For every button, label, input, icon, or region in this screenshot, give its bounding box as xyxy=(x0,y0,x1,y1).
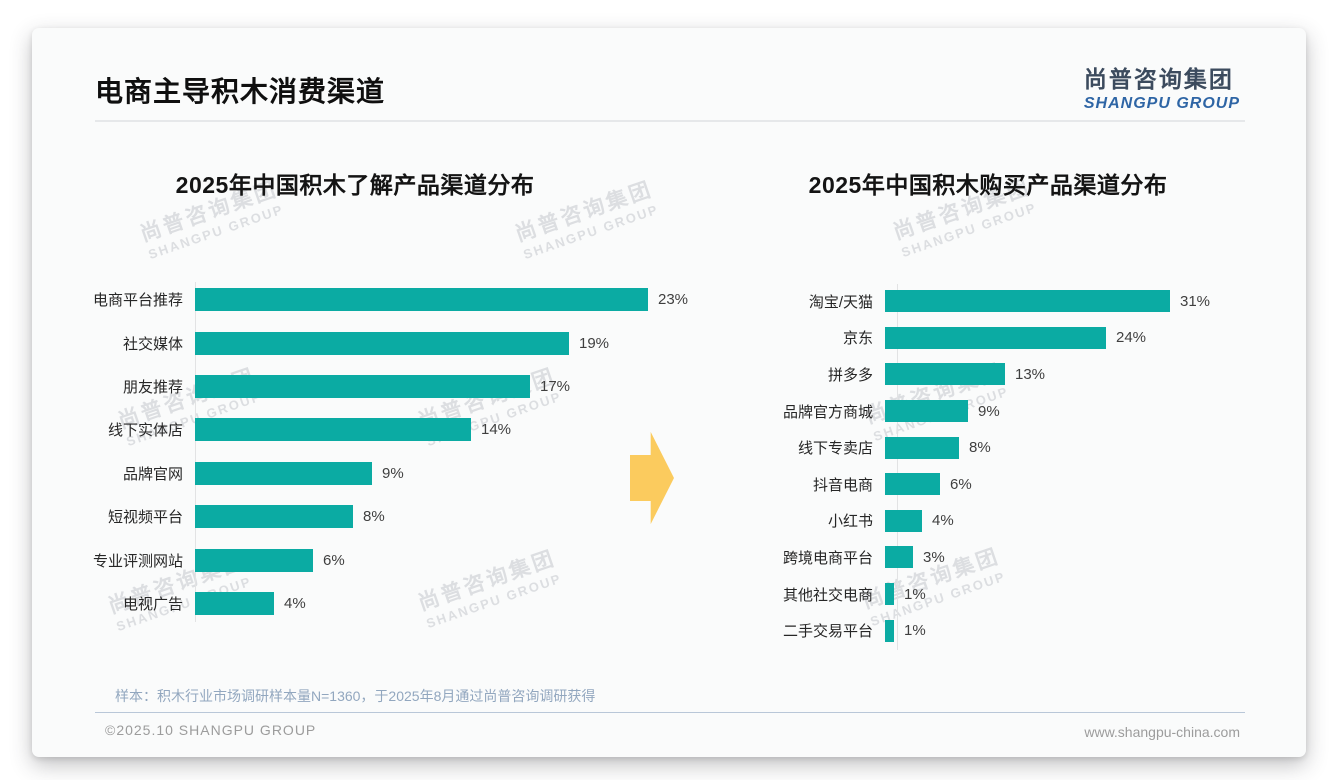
category-label: 朋友推荐 xyxy=(122,378,183,396)
footer-divider xyxy=(95,712,1245,713)
bar-row: 拼多多 13% xyxy=(712,356,1210,393)
bar xyxy=(195,331,569,355)
website-url: www.shangpu-china.com xyxy=(1084,724,1240,740)
category-label: 短视频平台 xyxy=(107,509,183,527)
bar xyxy=(885,363,1005,386)
logo-cn-text: 尚普咨询集团 xyxy=(1083,66,1234,92)
watermark-en: SHANGPU GROUP xyxy=(899,199,1039,261)
bar-row: 抖音电商 6% xyxy=(712,466,1210,503)
value-label: 4% xyxy=(284,594,306,612)
sample-footnote: 样本：积木行业市场调研样本量N=1360，于2025年8月通过尚普咨询调研获得 xyxy=(115,688,596,704)
bar-row: 朋友推荐 17% xyxy=(52,365,688,408)
category-label: 其他社交电商 xyxy=(782,586,873,604)
value-label: 9% xyxy=(382,464,404,482)
slide-card: 尚普咨询集团 SHANGPU GROUP 尚普咨询集团 SHANGPU GROUP … xyxy=(32,28,1306,757)
bar xyxy=(885,619,894,642)
right-bar-chart: 淘宝/天猫 31% 京东 24% 拼多多 13% 品牌官方商城 9% 线下专卖店 8% 抖音电商 6%… xyxy=(712,283,1210,649)
bar-row: 小红书 4% xyxy=(712,503,1210,540)
value-label: 24% xyxy=(1116,329,1147,347)
bar-row: 跨境电商平台 3% xyxy=(712,539,1210,576)
bar xyxy=(885,290,1170,313)
value-label: 1% xyxy=(904,585,926,603)
bar xyxy=(885,326,1106,349)
bar-row: 电视广告 4% xyxy=(52,582,688,625)
copyright-text: ©2025.10 SHANGPU GROUP xyxy=(105,722,317,738)
bar-row: 淘宝/天猫 31% xyxy=(712,283,1210,320)
watermark-en: SHANGPU GROUP xyxy=(146,201,286,263)
watermark-en: SHANGPU GROUP xyxy=(521,201,661,263)
category-label: 小红书 xyxy=(827,513,873,531)
bar xyxy=(885,473,940,496)
bar-row: 线下实体店 14% xyxy=(52,408,688,451)
bar xyxy=(885,436,959,459)
bar xyxy=(195,505,353,529)
bar xyxy=(195,288,648,312)
bar xyxy=(885,583,894,606)
bar xyxy=(885,509,922,532)
value-label: 19% xyxy=(579,334,610,352)
category-label: 线下专卖店 xyxy=(797,440,873,458)
value-label: 13% xyxy=(1015,365,1046,383)
title-divider xyxy=(95,120,1245,122)
category-label: 抖音电商 xyxy=(812,476,873,494)
value-label: 4% xyxy=(932,512,954,530)
bar-row: 品牌官网 9% xyxy=(52,452,688,495)
category-label: 电商平台推荐 xyxy=(92,292,183,310)
value-label: 14% xyxy=(481,421,512,439)
value-label: 17% xyxy=(540,377,571,395)
bar-row: 电商平台推荐 23% xyxy=(52,278,688,321)
value-label: 8% xyxy=(969,439,991,457)
category-label: 淘宝/天猫 xyxy=(808,293,873,311)
value-label: 1% xyxy=(904,622,926,640)
left-chart-title: 2025年中国积木了解产品渠道分布 xyxy=(175,172,535,198)
bar-row: 短视频平台 8% xyxy=(52,495,688,538)
bar xyxy=(885,546,913,569)
bar-row: 社交媒体 19% xyxy=(52,321,688,364)
left-chart-axis xyxy=(195,282,196,622)
category-label: 二手交易平台 xyxy=(782,623,873,641)
category-label: 京东 xyxy=(842,330,873,348)
category-label: 品牌官方商城 xyxy=(782,403,873,421)
bar xyxy=(195,374,530,398)
left-bar-chart: 电商平台推荐 23% 社交媒体 19% 朋友推荐 17% 线下实体店 14% 品牌官网 9% 短视频… xyxy=(52,278,688,625)
page-title: 电商主导积木消费渠道 xyxy=(95,76,386,107)
bar-row: 品牌官方商城 9% xyxy=(712,393,1210,430)
category-label: 专业评测网站 xyxy=(92,552,183,570)
bar-row: 京东 24% xyxy=(712,320,1210,357)
value-label: 6% xyxy=(323,551,345,569)
bar-row: 二手交易平台 1% xyxy=(712,612,1210,649)
bar xyxy=(885,400,968,423)
category-label: 拼多多 xyxy=(827,366,873,384)
value-label: 9% xyxy=(978,402,1000,420)
right-chart-title: 2025年中国积木购买产品渠道分布 xyxy=(808,172,1168,198)
logo-en-text: SHANGPU GROUP xyxy=(1083,95,1240,112)
bar-row: 线下专卖店 8% xyxy=(712,429,1210,466)
category-label: 品牌官网 xyxy=(122,465,183,483)
right-chart-axis xyxy=(897,284,898,650)
bar xyxy=(195,461,372,485)
value-label: 6% xyxy=(950,475,972,493)
value-label: 23% xyxy=(658,291,689,309)
value-label: 8% xyxy=(363,508,385,526)
value-label: 3% xyxy=(923,548,945,566)
bar-row: 专业评测网站 6% xyxy=(52,538,688,581)
category-label: 跨境电商平台 xyxy=(782,549,873,567)
bar xyxy=(195,548,313,572)
category-label: 电视广告 xyxy=(122,595,183,613)
bar-row: 其他社交电商 1% xyxy=(712,576,1210,613)
value-label: 31% xyxy=(1180,292,1211,310)
category-label: 社交媒体 xyxy=(122,335,183,353)
bar xyxy=(195,418,471,442)
category-label: 线下实体店 xyxy=(107,422,183,440)
bar xyxy=(195,591,274,615)
company-logo: 尚普咨询集团 SHANGPU GROUP xyxy=(1084,60,1240,113)
